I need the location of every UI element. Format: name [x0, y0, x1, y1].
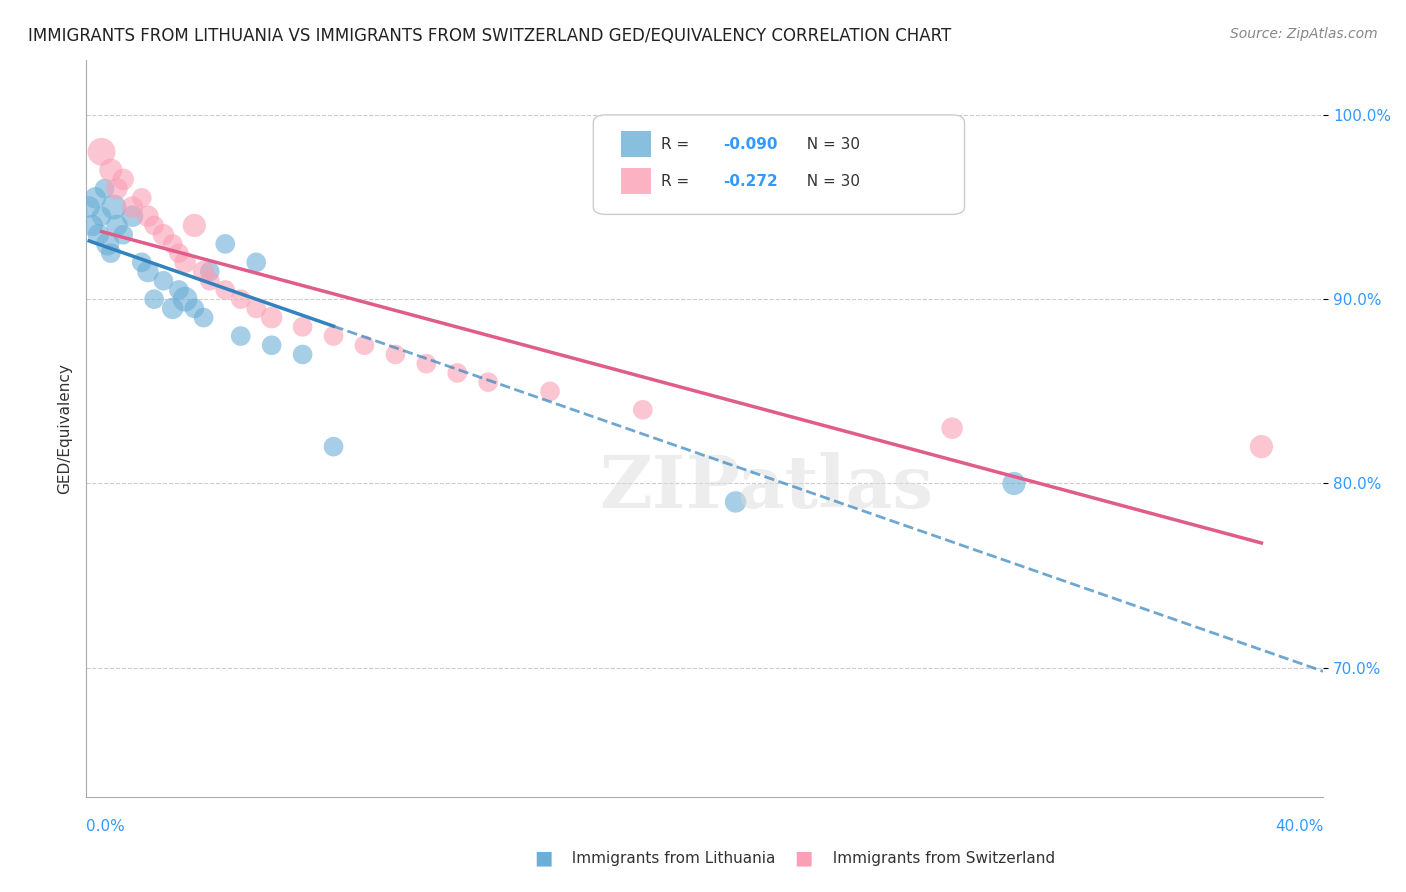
Point: [631, 402, 654, 417]
Point: [322, 440, 344, 454]
Point: [112, 172, 135, 186]
Point: [193, 310, 215, 325]
Text: 0.0%: 0.0%: [86, 819, 125, 834]
Bar: [620, 131, 651, 157]
Point: [198, 264, 221, 278]
Point: [322, 329, 344, 343]
Point: [90, 145, 112, 159]
Text: N = 30: N = 30: [797, 136, 860, 152]
Point: [90, 209, 112, 223]
Point: [131, 255, 153, 269]
Point: [97, 236, 120, 251]
Point: [152, 274, 174, 288]
Point: [183, 301, 205, 316]
Point: [260, 310, 283, 325]
Point: [167, 246, 190, 260]
Point: [214, 283, 236, 297]
Point: [82, 219, 104, 233]
Point: [143, 292, 166, 306]
Point: [1250, 440, 1272, 454]
Text: 40.0%: 40.0%: [1275, 819, 1323, 834]
Point: [131, 191, 153, 205]
Point: [136, 264, 159, 278]
Point: [260, 338, 283, 352]
Point: [198, 274, 221, 288]
Text: ZIPatlas: ZIPatlas: [599, 451, 934, 523]
Text: Source: ZipAtlas.com: Source: ZipAtlas.com: [1230, 27, 1378, 41]
Point: [214, 236, 236, 251]
Point: [162, 236, 184, 251]
Point: [121, 209, 143, 223]
Point: [291, 347, 314, 361]
Point: [477, 375, 499, 389]
FancyBboxPatch shape: [593, 115, 965, 214]
Point: [174, 255, 197, 269]
Text: -0.090: -0.090: [723, 136, 778, 152]
Point: [162, 301, 184, 316]
Point: [724, 495, 747, 509]
Point: [100, 163, 122, 178]
Point: [291, 319, 314, 334]
Text: R =: R =: [661, 174, 695, 189]
Point: [112, 227, 135, 242]
Point: [1002, 476, 1025, 491]
Point: [77, 200, 100, 214]
Y-axis label: GED/Equivalency: GED/Equivalency: [58, 363, 72, 493]
Point: [93, 181, 115, 195]
Point: [105, 219, 128, 233]
Point: [538, 384, 561, 399]
Point: [174, 292, 197, 306]
Point: [152, 227, 174, 242]
Point: [229, 329, 252, 343]
Point: [103, 200, 125, 214]
Point: [229, 292, 252, 306]
Point: [245, 301, 267, 316]
Point: [143, 219, 166, 233]
Point: [446, 366, 468, 380]
Point: [941, 421, 963, 435]
Text: ■: ■: [534, 848, 553, 868]
Point: [121, 200, 143, 214]
Point: [87, 227, 110, 242]
Point: [136, 209, 159, 223]
Point: [100, 246, 122, 260]
Text: R =: R =: [661, 136, 695, 152]
Point: [84, 191, 107, 205]
Point: [384, 347, 406, 361]
Point: [415, 357, 437, 371]
Text: ■: ■: [794, 848, 813, 868]
Text: -0.272: -0.272: [723, 174, 778, 189]
Point: [183, 219, 205, 233]
Point: [193, 264, 215, 278]
Text: IMMIGRANTS FROM LITHUANIA VS IMMIGRANTS FROM SWITZERLAND GED/EQUIVALENCY CORRELA: IMMIGRANTS FROM LITHUANIA VS IMMIGRANTS …: [28, 27, 952, 45]
Point: [353, 338, 375, 352]
Point: [105, 181, 128, 195]
Point: [167, 283, 190, 297]
Point: [245, 255, 267, 269]
Bar: [620, 168, 651, 194]
Text: N = 30: N = 30: [797, 174, 860, 189]
Text: Immigrants from Lithuania: Immigrants from Lithuania: [562, 851, 776, 865]
Text: Immigrants from Switzerland: Immigrants from Switzerland: [823, 851, 1054, 865]
